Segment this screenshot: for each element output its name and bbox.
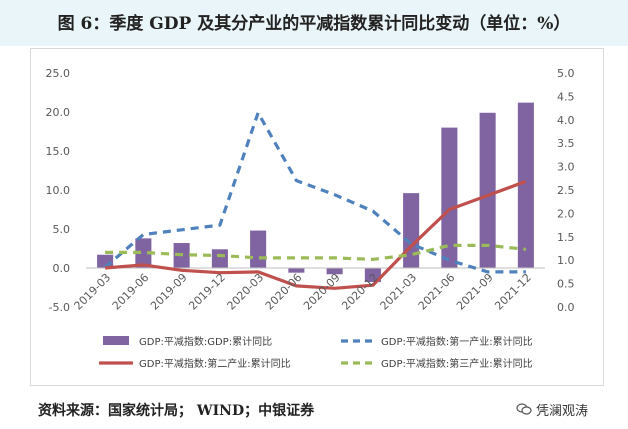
right-tick-label: 4.5	[557, 90, 575, 103]
bar	[326, 268, 343, 275]
bar	[364, 268, 381, 283]
category-tick-label: 2019-12	[186, 271, 228, 313]
left-tick-label: 5.0	[53, 223, 71, 236]
left-tick-label: 15.0	[46, 145, 71, 158]
legend-label: GDP:平减指数:第一产业:累计同比	[381, 335, 533, 348]
left-tick-label: 25.0	[46, 67, 71, 80]
title-banner: 图 6：季度 GDP 及其分产业的平减指数累计同比变动（单位：%）	[0, 0, 628, 46]
right-tick-label: 1.5	[557, 231, 575, 244]
bar	[211, 249, 228, 268]
legend-swatch-bar	[103, 336, 129, 345]
category-tick-label: 2020-09	[301, 271, 343, 313]
bar	[288, 268, 305, 273]
series-line-1	[104, 111, 526, 274]
series-line-3	[105, 243, 527, 261]
bar	[250, 230, 267, 268]
category-tick-label: 2020-12	[339, 271, 381, 313]
category-tick-label: 2019-03	[72, 271, 114, 313]
right-tick-label: 0.0	[557, 301, 575, 314]
series-line-2	[104, 179, 527, 290]
watermark: 凭澜观涛	[516, 398, 621, 420]
right-tick-label: 3.5	[557, 137, 575, 150]
category-tick-label: 2019-06	[110, 271, 152, 313]
right-tick-label: 4.0	[557, 114, 575, 127]
chart-title: 图 6：季度 GDP 及其分产业的平减指数累计同比变动（单位：%）	[57, 14, 571, 34]
category-tick-label: 2019-09	[148, 271, 190, 313]
legend-label: GDP:平减指数:GDP:累计同比	[139, 335, 272, 348]
left-tick-label: 20.0	[46, 106, 71, 119]
right-tick-label: 5.0	[557, 67, 575, 80]
right-tick-label: 2.0	[557, 207, 575, 220]
watermark-text: 凭澜观涛	[536, 403, 589, 419]
left-tick-label: 0.0	[53, 262, 71, 275]
bar	[479, 112, 496, 268]
left-tick-label: 10.0	[46, 184, 71, 197]
bar	[517, 102, 534, 268]
bar	[441, 127, 458, 268]
wechat-icon	[516, 403, 532, 415]
right-tick-label: 0.5	[557, 278, 575, 291]
right-tick-label: 2.5	[557, 184, 575, 197]
category-tick-label: 2021-06	[416, 271, 458, 313]
category-tick-label: 2021-12	[492, 271, 534, 313]
category-tick-label: 2020-03	[225, 271, 267, 313]
category-tick-label: 2021-09	[454, 271, 496, 313]
chart-frame	[30, 48, 604, 386]
chart-svg: -5.0 0.0 5.0 10.0 15.0 20.0 25.0 0.0 0.5 1.0 1.5 2.…	[46, 67, 575, 370]
bar	[135, 238, 152, 268]
right-tick-label: 1.0	[557, 254, 575, 267]
source-note: 资料来源：国家统计局； WIND；中银证券	[38, 403, 315, 419]
left-tick-label: -5.0	[49, 301, 70, 314]
legend-label: GDP:平减指数:第三产业:累计同比	[381, 357, 533, 370]
legend-label: GDP:平减指数:第二产业:累计同比	[139, 357, 291, 370]
right-tick-label: 3.0	[557, 161, 575, 174]
category-tick-label: 2021-03	[378, 271, 420, 313]
